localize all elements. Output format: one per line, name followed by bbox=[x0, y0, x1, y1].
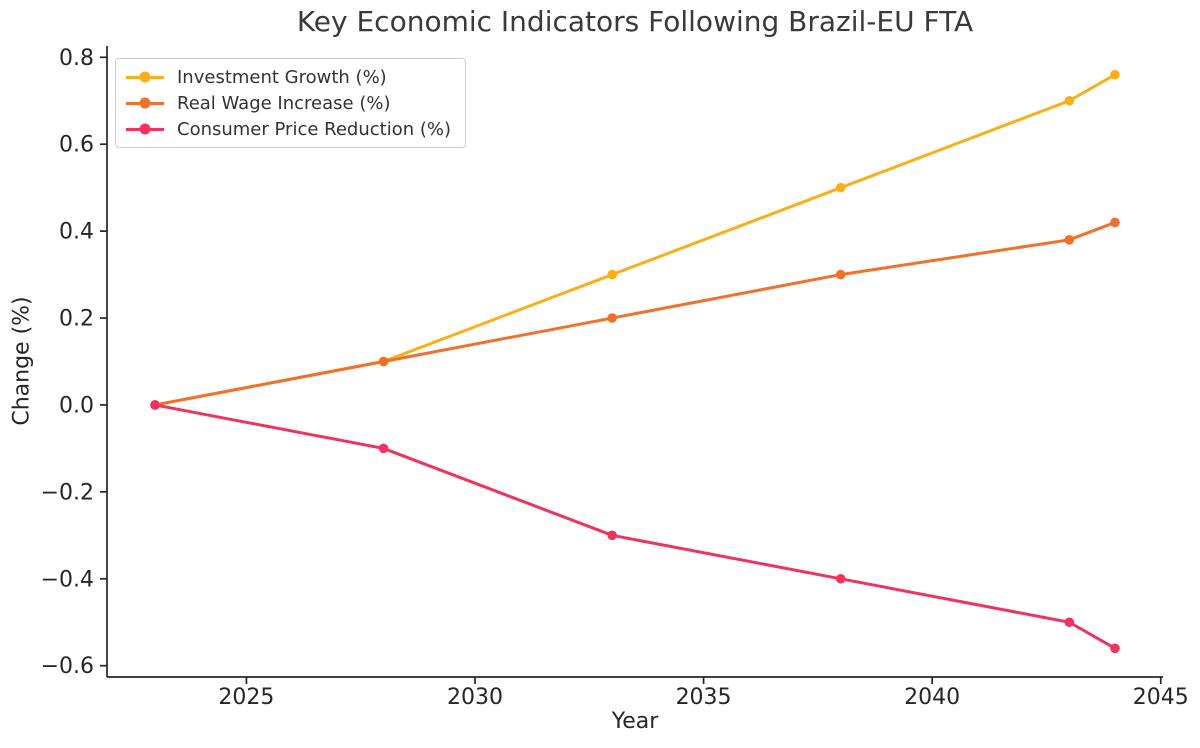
y-tick-label: −0.6 bbox=[41, 654, 94, 679]
x-tick-label: 2045 bbox=[1133, 685, 1189, 710]
x-tick-label: 2040 bbox=[904, 685, 960, 710]
data-point bbox=[835, 182, 846, 193]
legend: Investment Growth (%) Real Wage Increase… bbox=[115, 58, 466, 148]
y-tick-label: −0.4 bbox=[41, 567, 94, 592]
legend-label: Real Wage Increase (%) bbox=[177, 92, 391, 114]
y-tick-label: 0.0 bbox=[59, 393, 94, 418]
y-tick-label: 0.2 bbox=[59, 307, 94, 332]
data-point bbox=[1064, 617, 1075, 628]
y-tick-label: 0.6 bbox=[59, 133, 94, 158]
chart-title: Key Economic Indicators Following Brazil… bbox=[296, 5, 974, 38]
data-point bbox=[1064, 95, 1075, 106]
data-point bbox=[1064, 235, 1075, 245]
y-axis: −0.6 −0.4 −0.2 0.0 0.2 0.4 0.6 0.8 bbox=[41, 46, 107, 679]
legend-item-real-wage: Real Wage Increase (%) bbox=[126, 91, 451, 115]
y-tick-label: 0.4 bbox=[59, 220, 94, 245]
legend-line-marker-icon bbox=[126, 97, 164, 109]
legend-item-investment-growth: Investment Growth (%) bbox=[126, 65, 451, 89]
data-point bbox=[1110, 643, 1120, 654]
series-line bbox=[153, 403, 1117, 650]
data-point bbox=[607, 530, 617, 541]
x-axis-label: Year bbox=[611, 709, 659, 734]
y-axis-label: Change (%) bbox=[9, 296, 35, 426]
series-line bbox=[153, 220, 1117, 407]
series-1 bbox=[150, 217, 1120, 410]
data-point bbox=[378, 356, 389, 367]
data-point bbox=[607, 313, 617, 323]
y-tick-label: 0.8 bbox=[59, 46, 94, 71]
x-tick-label: 2025 bbox=[218, 685, 274, 710]
x-tick-label: 2030 bbox=[447, 685, 503, 710]
legend-label: Investment Growth (%) bbox=[177, 66, 387, 88]
legend-line-marker-icon bbox=[126, 71, 164, 83]
data-point bbox=[835, 573, 846, 584]
data-point bbox=[150, 400, 160, 410]
x-tick-label: 2035 bbox=[676, 685, 732, 710]
legend-line-marker-icon bbox=[126, 123, 164, 135]
data-point bbox=[835, 269, 846, 280]
data-point bbox=[378, 443, 389, 454]
y-tick-label: −0.2 bbox=[41, 480, 94, 505]
x-axis: 2025 2030 2035 2040 2045 bbox=[218, 677, 1189, 710]
legend-label: Consumer Price Reduction (%) bbox=[177, 118, 451, 140]
data-point bbox=[1110, 217, 1120, 228]
legend-item-consumer-price: Consumer Price Reduction (%) bbox=[126, 117, 451, 141]
data-point bbox=[607, 269, 617, 280]
data-point bbox=[1110, 69, 1120, 80]
series-2 bbox=[150, 400, 1120, 654]
